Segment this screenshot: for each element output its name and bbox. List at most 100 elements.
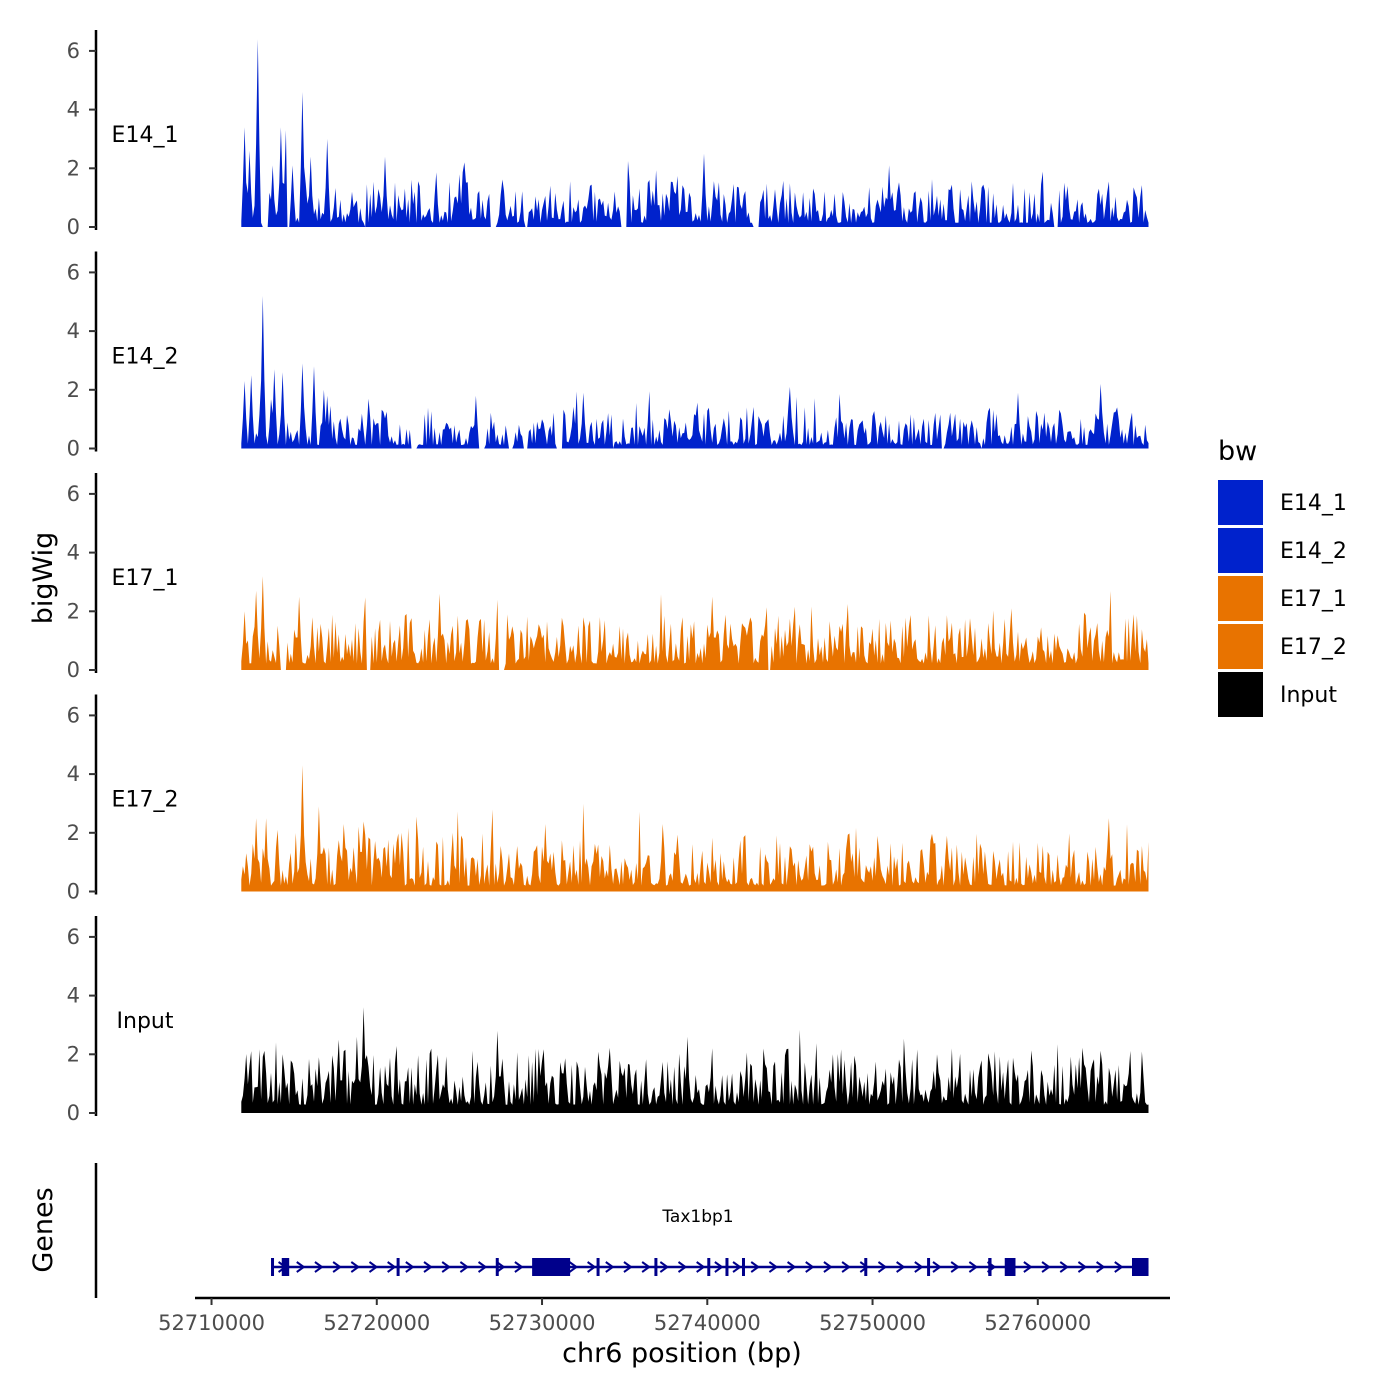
genes-axis-title: Genes xyxy=(28,1187,59,1272)
y-tick-label: 4 xyxy=(67,984,80,1008)
legend-label: Input xyxy=(1280,683,1337,708)
y-tick-label: 4 xyxy=(67,541,80,565)
gene-exon xyxy=(741,1258,745,1276)
track-label: Input xyxy=(117,1009,174,1034)
legend-swatch xyxy=(1218,576,1263,621)
y-tick-label: 6 xyxy=(67,925,80,949)
strand-arrow-icon xyxy=(441,1261,451,1273)
track-E17_1: 0 2 4 6 E17_1 xyxy=(67,473,1149,682)
gene-name-label: Tax1bp1 xyxy=(661,1207,733,1227)
y-tick-label: 0 xyxy=(67,880,80,904)
strand-arrow-icon xyxy=(405,1261,415,1273)
coverage-tracks: 0 2 4 6 E14_1 0 2 4 6 E14_2 0 2 4 6 E17_1 0 2 4 6 E17_2 0 2 4 6… xyxy=(67,30,1149,1125)
strand-arrow-icon xyxy=(623,1261,633,1273)
y-tick-label: 2 xyxy=(67,821,80,845)
strand-arrow-icon xyxy=(314,1261,324,1273)
legend: bw E14_1 E14_2 E17_1 E17_2 Input xyxy=(1218,436,1347,717)
track-E17_2: 0 2 4 6 E17_2 xyxy=(67,694,1149,904)
gene-exon xyxy=(532,1258,571,1276)
strand-arrow-icon xyxy=(477,1261,488,1273)
strand-arrow-icon xyxy=(587,1261,597,1273)
strand-arrow-icon xyxy=(786,1261,797,1273)
track-label: E17_1 xyxy=(112,566,179,591)
strand-arrow-icon xyxy=(368,1261,379,1273)
x-tick-label: 52740000 xyxy=(654,1311,761,1335)
track-label: E14_1 xyxy=(112,123,179,148)
y-tick-label: 2 xyxy=(67,378,80,402)
strand-arrow-icon xyxy=(768,1261,779,1273)
track-Input: 0 2 4 6 Input xyxy=(67,916,1149,1125)
strand-arrow-icon xyxy=(805,1261,815,1273)
strand-arrow-icon xyxy=(914,1261,924,1273)
gene-exon xyxy=(927,1258,931,1276)
y-tick-label: 0 xyxy=(67,658,80,682)
legend-title: bw xyxy=(1218,436,1257,467)
legend-label: E14_1 xyxy=(1280,491,1347,516)
gene-exon xyxy=(281,1258,290,1276)
gene-exon xyxy=(1004,1258,1016,1276)
x-tick-label: 52750000 xyxy=(819,1311,926,1335)
strand-arrow-icon xyxy=(877,1261,888,1273)
strand-arrow-icon xyxy=(950,1261,960,1273)
strand-arrow-icon xyxy=(1077,1261,1088,1273)
legend-label: E14_2 xyxy=(1280,539,1347,564)
y-tick-label: 0 xyxy=(67,437,80,461)
track-E14_1: 0 2 4 6 E14_1 xyxy=(67,30,1149,239)
track-label: E17_2 xyxy=(112,788,179,813)
y-tick-label: 4 xyxy=(67,762,80,786)
strand-arrow-icon xyxy=(332,1261,342,1273)
strand-arrow-icon xyxy=(459,1261,470,1273)
strand-arrow-icon xyxy=(1059,1261,1069,1273)
coverage-area-E17_2 xyxy=(241,765,1149,892)
strand-arrow-icon xyxy=(732,1261,742,1273)
y-tick-label: 0 xyxy=(67,1101,80,1125)
strand-arrow-icon xyxy=(750,1261,760,1273)
legend-swatch xyxy=(1218,528,1263,573)
strand-arrow-icon xyxy=(387,1261,397,1273)
gene-exon xyxy=(707,1258,711,1276)
strand-arrow-icon xyxy=(1023,1261,1033,1273)
x-tick-label: 52710000 xyxy=(158,1311,265,1335)
gene-exon xyxy=(864,1258,868,1276)
y-tick-label: 6 xyxy=(67,39,80,63)
gene-exon xyxy=(596,1258,600,1276)
y-tick-label: 6 xyxy=(67,260,80,284)
gene-exon xyxy=(396,1258,400,1276)
coverage-area-E17_1 xyxy=(241,576,1149,670)
y-axis-title: bigWig xyxy=(28,532,59,625)
strand-arrow-icon xyxy=(696,1261,706,1273)
coverage-area-E14_2 xyxy=(241,295,1149,449)
strand-arrow-icon xyxy=(296,1261,306,1273)
gene-track: Genes Tax1bp1 xyxy=(28,1163,1149,1298)
gene-exon xyxy=(271,1258,275,1276)
x-axis-title: chr6 position (bp) xyxy=(562,1338,802,1369)
y-tick-label: 0 xyxy=(67,215,80,239)
x-tick-label: 52760000 xyxy=(984,1311,1091,1335)
gene-exon xyxy=(988,1258,992,1276)
strand-arrow-icon xyxy=(896,1261,906,1273)
y-tick-label: 2 xyxy=(67,156,80,180)
strand-arrow-icon xyxy=(641,1261,651,1273)
strand-arrow-icon xyxy=(514,1261,524,1273)
y-tick-label: 6 xyxy=(67,703,80,727)
gene-exon xyxy=(654,1258,658,1276)
strand-arrow-icon xyxy=(1096,1261,1106,1273)
strand-arrow-icon xyxy=(932,1261,942,1273)
legend-swatch xyxy=(1218,480,1263,525)
x-tick-label: 52720000 xyxy=(323,1311,430,1335)
strand-arrow-icon xyxy=(496,1261,506,1273)
strand-arrow-icon xyxy=(714,1261,724,1273)
y-tick-label: 4 xyxy=(67,98,80,122)
gene-exon xyxy=(725,1258,729,1276)
y-tick-label: 2 xyxy=(67,599,80,623)
legend-label: E17_2 xyxy=(1280,635,1347,660)
gene-exon xyxy=(1131,1258,1149,1276)
track-label: E14_2 xyxy=(112,345,179,370)
x-axis: 52710000 52720000 52730000 52740000 52750000… xyxy=(158,1296,1170,1335)
strand-arrow-icon xyxy=(659,1261,670,1273)
legend-label: E17_1 xyxy=(1280,587,1347,612)
strand-arrow-icon xyxy=(841,1261,851,1273)
x-tick-label: 52730000 xyxy=(489,1311,596,1335)
